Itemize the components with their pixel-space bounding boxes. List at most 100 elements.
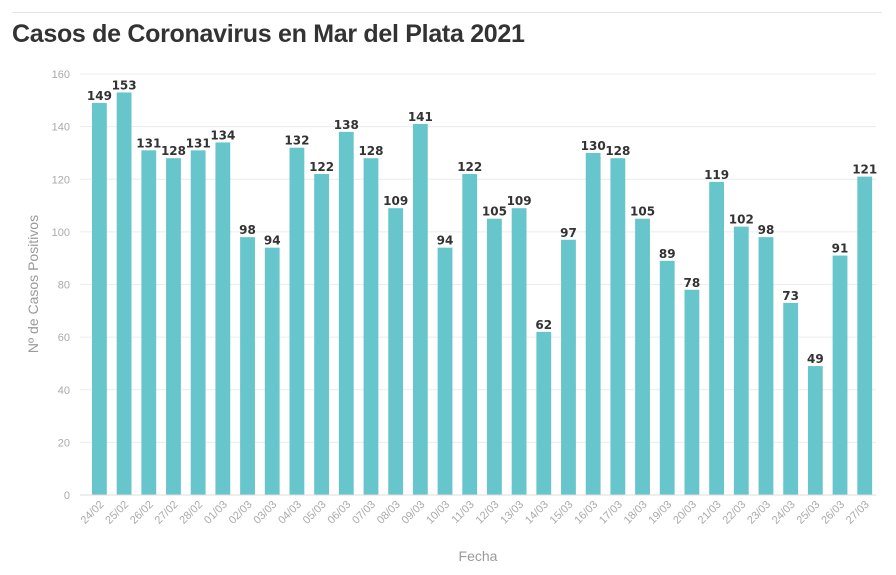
bar	[240, 237, 255, 495]
x-tick-label: 01/03	[202, 499, 230, 527]
data-label: 141	[408, 110, 433, 124]
y-tick-label: 80	[58, 280, 70, 292]
bar	[289, 147, 305, 496]
bar	[338, 131, 354, 495]
bar	[215, 142, 231, 495]
data-label: 153	[112, 78, 137, 92]
x-tick-label: 15/03	[548, 499, 576, 527]
data-labels: 1491531311281311349894132122138128109141…	[87, 78, 877, 366]
data-label: 78	[684, 276, 701, 290]
y-tick-label: 100	[52, 227, 70, 239]
x-tick-label: 26/02	[128, 499, 156, 527]
bar	[412, 123, 428, 496]
data-label: 62	[535, 318, 552, 332]
x-axis-ticks: 24/0225/0226/0227/0228/0201/0302/0303/03…	[79, 499, 872, 527]
data-label: 109	[507, 194, 532, 208]
x-tick-label: 25/02	[103, 499, 131, 527]
y-tick-label: 160	[52, 69, 70, 81]
data-label: 138	[334, 118, 359, 132]
x-tick-label: 11/03	[449, 499, 476, 526]
data-label: 149	[87, 89, 112, 103]
x-tick-label: 12/03	[474, 499, 502, 527]
data-label: 73	[782, 289, 799, 303]
bar	[536, 331, 552, 495]
data-label: 132	[284, 134, 309, 148]
x-tick-label: 20/03	[671, 499, 699, 527]
bar	[857, 176, 873, 495]
data-label: 130	[581, 139, 606, 153]
data-label: 131	[186, 136, 211, 150]
data-label: 49	[807, 352, 824, 366]
data-label: 98	[239, 223, 256, 237]
bar	[264, 247, 280, 495]
x-tick-label: 02/03	[227, 499, 255, 527]
bar	[561, 239, 576, 495]
y-tick-label: 0	[64, 490, 70, 502]
bars	[92, 92, 873, 496]
data-label: 98	[758, 223, 775, 237]
bar	[659, 260, 675, 495]
bar	[832, 255, 848, 495]
x-tick-label: 24/02	[79, 499, 107, 527]
bar	[783, 302, 799, 495]
x-tick-label: 10/03	[424, 499, 452, 527]
x-tick-label: 08/03	[375, 499, 403, 527]
data-label: 134	[210, 128, 235, 142]
data-label: 128	[161, 144, 186, 158]
top-divider	[12, 12, 882, 13]
x-tick-label: 09/03	[400, 499, 428, 527]
y-tick-label: 120	[52, 174, 70, 186]
data-label: 122	[309, 160, 334, 174]
x-tick-label: 17/03	[597, 499, 625, 527]
bar	[635, 218, 650, 495]
x-tick-label: 04/03	[276, 499, 304, 527]
data-label: 131	[136, 136, 161, 150]
bar	[314, 173, 329, 496]
data-label: 121	[852, 163, 877, 177]
x-tick-label: 28/02	[177, 499, 205, 527]
bar	[684, 289, 700, 495]
data-label: 109	[383, 194, 408, 208]
x-tick-label: 16/03	[572, 499, 600, 527]
bar	[585, 152, 601, 495]
y-axis-ticks: 0 20 40 60 80 100 120 140 160	[52, 69, 70, 502]
x-tick-label: 03/03	[251, 499, 279, 527]
y-tick-label: 40	[58, 385, 70, 397]
bar	[462, 173, 478, 496]
x-tick-label: 18/03	[622, 499, 650, 527]
y-axis-title: Nº de Casos Positivos	[25, 215, 41, 353]
bar	[758, 237, 774, 495]
bar	[709, 181, 724, 495]
data-label: 94	[264, 234, 281, 248]
bar	[190, 150, 206, 495]
y-tick-label: 60	[58, 332, 70, 344]
chart-title: Casos de Coronavirus en Mar del Plata 20…	[12, 20, 525, 48]
x-tick-label: 22/03	[720, 499, 748, 527]
data-label: 128	[358, 144, 383, 158]
y-tick-label: 140	[52, 122, 70, 134]
data-label: 122	[457, 160, 482, 174]
x-tick-label: 21/03	[696, 499, 724, 527]
y-tick-label: 20	[58, 437, 70, 449]
x-tick-label: 25/03	[795, 499, 823, 527]
x-axis-title: Fecha	[459, 548, 498, 564]
bar	[437, 247, 453, 495]
bar	[363, 158, 379, 495]
x-tick-label: 24/03	[770, 499, 798, 527]
data-label: 94	[437, 234, 454, 248]
bar	[487, 218, 502, 495]
bar	[116, 92, 132, 495]
data-label: 89	[659, 247, 676, 261]
data-label: 97	[560, 226, 577, 240]
x-tick-label: 14/03	[523, 499, 551, 527]
bar	[141, 150, 157, 495]
data-label: 91	[832, 242, 849, 256]
data-label: 102	[729, 213, 754, 227]
bar	[388, 208, 404, 495]
x-tick-label: 05/03	[301, 499, 329, 527]
bar	[166, 158, 181, 495]
bar	[610, 158, 626, 495]
bar	[92, 102, 107, 495]
x-tick-label: 26/03	[819, 499, 847, 527]
